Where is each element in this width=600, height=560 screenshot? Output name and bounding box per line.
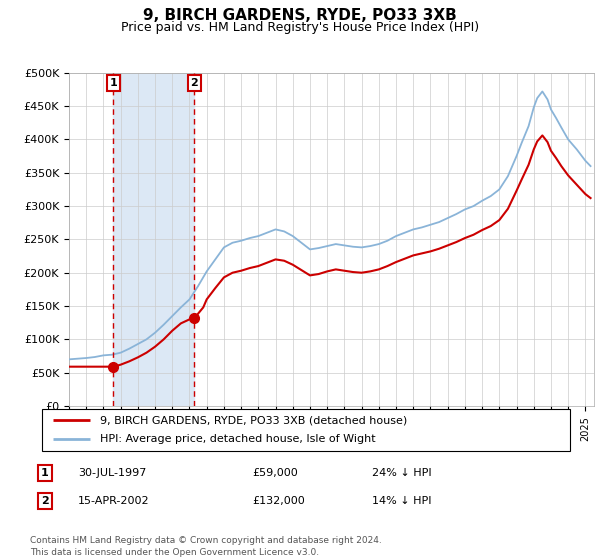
Text: 14% ↓ HPI: 14% ↓ HPI <box>372 496 431 506</box>
Text: 15-APR-2002: 15-APR-2002 <box>78 496 149 506</box>
Text: £59,000: £59,000 <box>252 468 298 478</box>
Text: Price paid vs. HM Land Registry's House Price Index (HPI): Price paid vs. HM Land Registry's House … <box>121 21 479 34</box>
Text: 9, BIRCH GARDENS, RYDE, PO33 3XB (detached house): 9, BIRCH GARDENS, RYDE, PO33 3XB (detach… <box>100 415 407 425</box>
Text: £132,000: £132,000 <box>252 496 305 506</box>
Text: 1: 1 <box>110 78 117 88</box>
FancyBboxPatch shape <box>42 409 570 451</box>
Text: 30-JUL-1997: 30-JUL-1997 <box>78 468 146 478</box>
Bar <box>113 73 194 406</box>
Text: 2: 2 <box>41 496 49 506</box>
Text: 9, BIRCH GARDENS, RYDE, PO33 3XB: 9, BIRCH GARDENS, RYDE, PO33 3XB <box>143 8 457 24</box>
Text: 24% ↓ HPI: 24% ↓ HPI <box>372 468 431 478</box>
Text: Contains HM Land Registry data © Crown copyright and database right 2024.
This d: Contains HM Land Registry data © Crown c… <box>30 536 382 557</box>
Text: 2: 2 <box>191 78 199 88</box>
Text: HPI: Average price, detached house, Isle of Wight: HPI: Average price, detached house, Isle… <box>100 435 376 445</box>
Text: 1: 1 <box>41 468 49 478</box>
